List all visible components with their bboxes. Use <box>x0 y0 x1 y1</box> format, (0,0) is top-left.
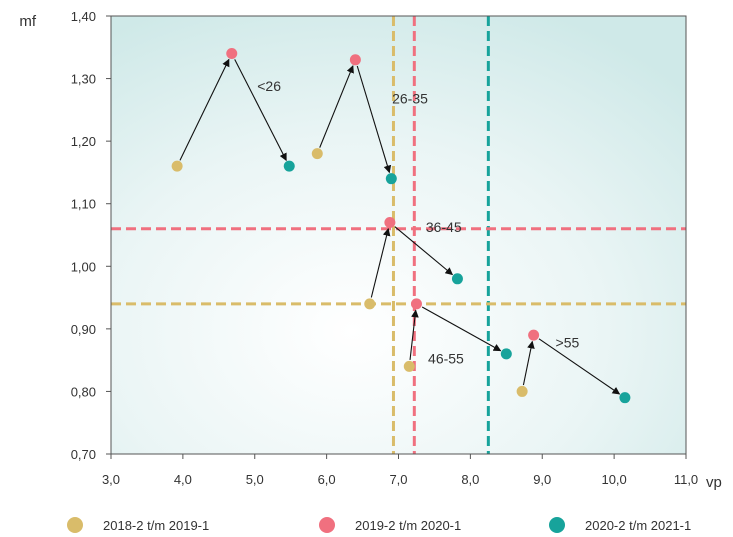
x-tick-label-4: 7,0 <box>389 472 407 487</box>
arrow-4-1 <box>538 338 621 395</box>
data-point-3-1 <box>410 298 422 310</box>
x-tick-label-2: 5,0 <box>246 472 264 487</box>
x-tick-label-8: 11,0 <box>674 472 698 487</box>
arrow-3-0 <box>409 309 419 361</box>
plot-background <box>111 16 686 454</box>
legend-marker-0 <box>67 517 83 533</box>
x-axis-ticks: 3,0 4,0 5,0 6,0 7,0 8,0 9,0 10,0 11,0 <box>102 454 698 487</box>
arrows <box>179 58 621 395</box>
y-axis-ticks: 0,70 0,80 0,90 1,00 1,10 1,20 1,30 1,40 <box>71 9 111 462</box>
arrow-1-1 <box>356 65 392 174</box>
arrow-0-0 <box>179 58 230 161</box>
x-axis-title: vp <box>706 474 722 491</box>
arrow-3-1 <box>421 306 502 352</box>
legend-marker-2 <box>549 517 565 533</box>
legend-marker-1 <box>319 517 335 533</box>
x-tick-label-1: 4,0 <box>174 472 192 487</box>
x-tick-label-6: 9,0 <box>533 472 551 487</box>
data-point-3-2 <box>500 348 512 360</box>
y-tick-label-0: 0,70 <box>71 447 96 462</box>
data-point-1-2 <box>385 173 397 185</box>
x-tick-label-7: 10,0 <box>601 472 626 487</box>
y-tick-label-5: 1,20 <box>71 134 96 149</box>
region-label-2: 36-45 <box>426 219 462 235</box>
data-point-1-0 <box>311 148 323 160</box>
data-point-1-1 <box>349 54 361 66</box>
region-label-0: <26 <box>257 78 281 94</box>
x-tick-label-5: 8,0 <box>461 472 479 487</box>
region-label-3: 46-55 <box>428 350 464 366</box>
region-label-1: 26-35 <box>392 91 428 107</box>
data-point-4-1 <box>528 329 540 341</box>
data-point-4-2 <box>619 392 631 404</box>
x-tick-label-0: 3,0 <box>102 472 120 487</box>
legend-label-2: 2020-2 t/m 2021-1 <box>585 518 691 533</box>
data-point-0-0 <box>171 160 183 172</box>
data-point-4-0 <box>516 385 528 397</box>
data-point-0-1 <box>226 48 238 60</box>
region-labels: <26 26-35 36-45 46-55 >55 <box>257 78 579 366</box>
arrow-1-0 <box>319 65 354 148</box>
arrow-0-1 <box>234 59 287 162</box>
y-tick-label-1: 0,80 <box>71 384 96 399</box>
y-tick-label-2: 0,90 <box>71 322 96 337</box>
data-point-0-2 <box>283 160 295 172</box>
legend-label-0: 2018-2 t/m 2019-1 <box>103 518 209 533</box>
region-label-4: >55 <box>556 335 580 351</box>
arrow-2-1 <box>394 226 454 276</box>
y-tick-label-7: 1,40 <box>71 9 96 24</box>
data-point-3-0 <box>403 360 415 372</box>
data-point-2-1 <box>384 216 396 228</box>
y-tick-label-6: 1,30 <box>71 72 96 87</box>
arrow-2-0 <box>370 228 391 298</box>
legend-label-1: 2019-2 t/m 2020-1 <box>355 518 461 533</box>
data-points <box>171 48 631 404</box>
reference-lines <box>111 16 686 454</box>
arrow-4-0 <box>522 340 535 386</box>
y-tick-label-3: 1,00 <box>71 259 96 274</box>
x-tick-label-3: 6,0 <box>318 472 336 487</box>
data-point-2-2 <box>451 273 463 285</box>
legend: 2018-2 t/m 2019-1 2019-2 t/m 2020-1 2020-2… <box>67 517 691 533</box>
y-axis-title: mf <box>19 13 36 30</box>
y-tick-label-4: 1,10 <box>71 197 96 212</box>
data-point-2-0 <box>364 298 376 310</box>
